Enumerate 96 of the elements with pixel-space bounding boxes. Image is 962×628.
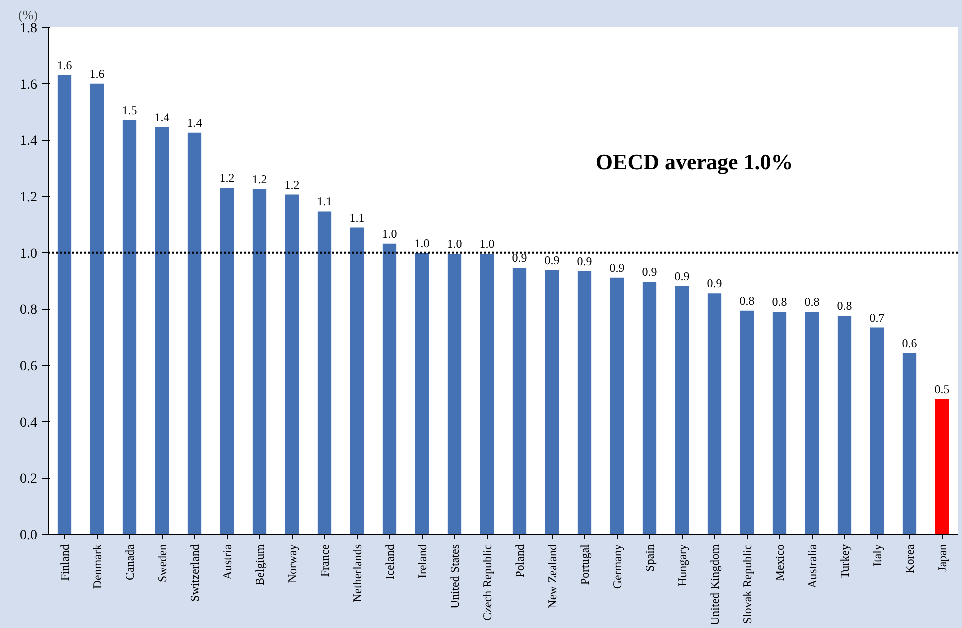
bar	[642, 282, 657, 534]
data-label: 0.9	[610, 260, 625, 275]
data-label: 1.0	[414, 236, 430, 250]
data-label: 0.6	[902, 336, 918, 350]
y-tick-label: 1.6	[20, 78, 38, 93]
x-tick-label: Australia	[805, 544, 820, 588]
bar	[935, 399, 950, 534]
x-tick-label: United States	[448, 544, 462, 609]
data-label: 0.7	[870, 310, 885, 325]
x-tick-label: Mexico	[772, 544, 787, 582]
bar	[448, 254, 462, 534]
x-tick-label: Germany	[610, 544, 624, 590]
bar	[122, 120, 137, 534]
bar	[870, 328, 884, 534]
bar	[545, 270, 560, 534]
x-tick-label: Canada	[122, 544, 137, 580]
annotation: OECD average 1.0%	[596, 150, 794, 175]
bar	[675, 286, 690, 534]
x-tick-label: Italy	[870, 544, 884, 566]
x-tick-label: Switzerland	[188, 544, 202, 602]
bar	[155, 127, 170, 534]
bar	[415, 253, 430, 534]
bar	[90, 84, 104, 534]
data-label: 1.4	[187, 116, 202, 130]
y-tick-label: 0.8	[20, 303, 38, 318]
x-tick-label: Spain	[642, 544, 657, 572]
data-label: 0.8	[772, 294, 788, 309]
bar	[252, 189, 267, 534]
data-label: 0.8	[804, 294, 820, 309]
y-axis-title: (%)	[18, 8, 38, 22]
x-tick-label: Korea	[902, 544, 917, 574]
bar	[285, 194, 300, 534]
y-tick-label: 0.0	[20, 528, 38, 544]
y-tick-label: 1.0	[20, 246, 38, 262]
x-tick-label: Denmark	[90, 544, 104, 590]
bar	[740, 310, 754, 534]
data-label: 1.1	[317, 194, 332, 209]
bar	[58, 75, 72, 534]
data-label: 0.9	[674, 269, 690, 284]
y-tick-label: 0.4	[20, 416, 38, 431]
x-tick-label: Poland	[512, 544, 527, 578]
data-label: 0.5	[934, 382, 950, 396]
y-tick-label: 1.8	[20, 22, 38, 36]
bar	[578, 271, 592, 534]
data-label: 0.9	[512, 251, 528, 266]
data-label: 1.1	[350, 210, 365, 225]
bar	[350, 228, 364, 534]
data-label: 1.0	[480, 237, 495, 252]
data-label: 1.4	[154, 110, 170, 124]
data-label: 0.9	[642, 265, 658, 280]
y-tick-label: 1.4	[20, 134, 38, 150]
x-tick-label: Portugal	[578, 544, 592, 586]
bar	[318, 212, 332, 534]
x-tick-label: Japan	[935, 544, 950, 572]
x-tick-label: Czech Republic	[480, 544, 494, 621]
bar	[220, 188, 234, 534]
bar	[838, 316, 852, 534]
data-label: 0.9	[707, 276, 722, 291]
y-tick-label: 0.2	[20, 472, 38, 488]
data-label: 0.8	[740, 294, 755, 308]
x-tick-label: Netherlands	[350, 544, 364, 602]
x-tick-label: France	[318, 544, 332, 578]
data-label: 0.8	[837, 299, 852, 314]
data-label: 1.6	[90, 66, 105, 81]
x-tick-label: Ireland	[415, 544, 430, 578]
x-tick-label: Sweden	[155, 544, 170, 582]
x-tick-label: Slovak Republic	[740, 544, 754, 624]
x-tick-label: Norway	[285, 544, 300, 584]
x-tick-label: Hungary	[675, 544, 690, 586]
data-label: 1.6	[57, 58, 72, 72]
x-tick-label: Finland	[58, 544, 72, 582]
bar	[772, 312, 787, 534]
bar	[382, 244, 397, 534]
y-tick-label: 0.6	[20, 360, 38, 374]
x-tick-label: New Zealand	[545, 544, 560, 609]
x-tick-label: Turkey	[838, 544, 852, 579]
x-tick-label: Belgium	[252, 544, 267, 586]
bar	[902, 353, 917, 534]
bar	[480, 254, 494, 534]
data-label: 1.2	[284, 178, 300, 192]
data-label: 0.9	[577, 254, 592, 268]
bar	[512, 268, 527, 534]
x-tick-label: United Kingdom	[708, 544, 722, 626]
x-tick-label: Iceland	[382, 544, 397, 580]
data-label: 1.0	[382, 226, 398, 241]
data-label: 1.2	[252, 172, 268, 186]
data-label: 1.2	[220, 171, 235, 186]
x-tick-label: Austria	[220, 544, 234, 580]
data-label: 1.5	[122, 103, 138, 118]
bar	[708, 294, 722, 534]
y-tick-label: 1.2	[20, 190, 38, 206]
data-label: 1.0	[447, 237, 462, 252]
bar	[188, 132, 202, 534]
bar	[610, 278, 624, 534]
data-label: 0.9	[544, 253, 560, 268]
bar	[805, 312, 820, 534]
